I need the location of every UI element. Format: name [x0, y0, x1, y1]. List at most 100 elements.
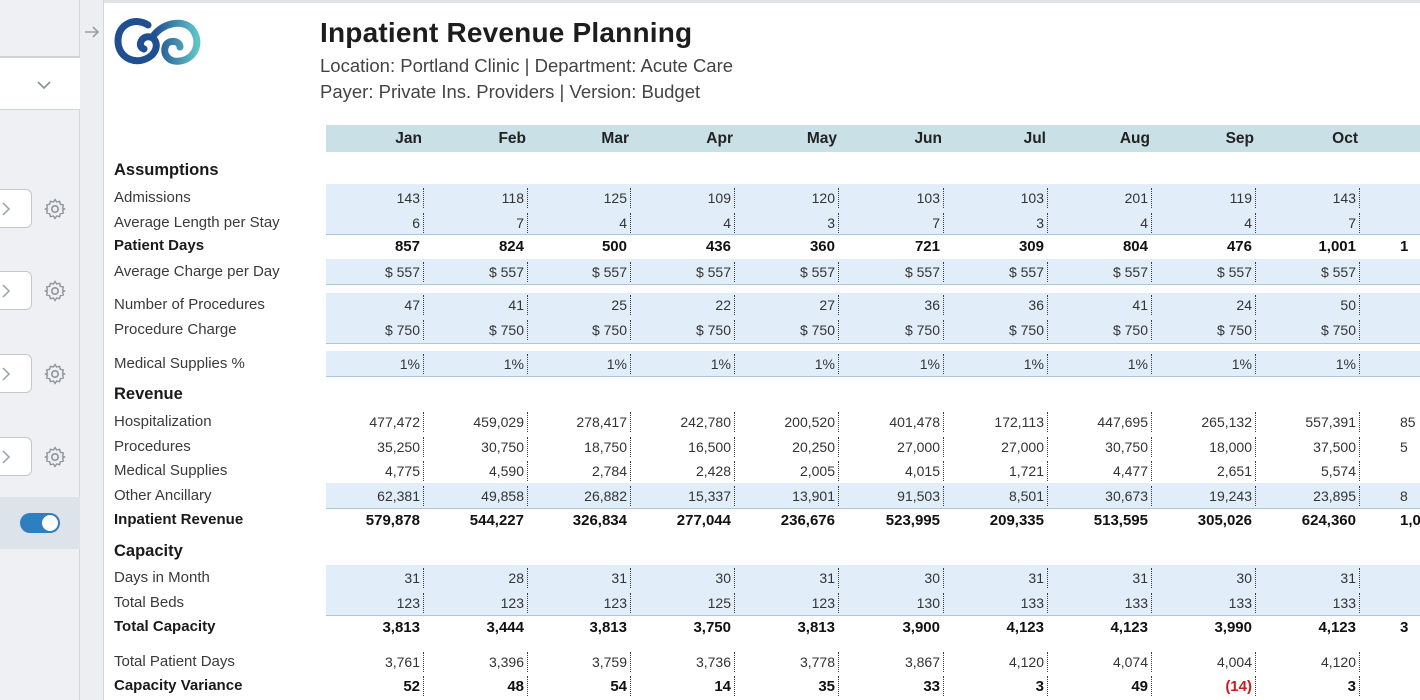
cell-total-beds-jul[interactable]: 133: [1020, 595, 1044, 611]
cell-admissions-jan[interactable]: 143: [396, 190, 420, 206]
cell-num-procedures-oct[interactable]: 50: [1340, 297, 1356, 313]
cell-avg-los-feb[interactable]: 7: [516, 215, 524, 231]
cell-avg-los-sep[interactable]: 4: [1244, 215, 1252, 231]
cell-avg-los-mar[interactable]: 4: [619, 215, 627, 231]
cell-days-in-month-jul[interactable]: 31: [1028, 570, 1044, 586]
cell-admissions-jun[interactable]: 103: [916, 190, 940, 206]
cell-avg-los-apr[interactable]: 4: [723, 215, 731, 231]
cell-days-in-month-sep[interactable]: 30: [1236, 570, 1252, 586]
gear-icon[interactable]: [43, 279, 67, 303]
cell-med-supplies-pct-jan[interactable]: 1%: [399, 356, 420, 372]
cell-other-ancillary-oct[interactable]: 23,895: [1313, 488, 1356, 504]
cell-med-supplies-pct-mar[interactable]: 1%: [606, 356, 627, 372]
cell-avg-los-jun[interactable]: 7: [932, 215, 940, 231]
expand-rail[interactable]: [80, 0, 104, 700]
cell-total-beds-sep[interactable]: 133: [1228, 595, 1252, 611]
cell-avg-charge-apr[interactable]: $ 557: [695, 264, 731, 280]
gear-icon[interactable]: [43, 445, 67, 469]
cell-num-procedures-sep[interactable]: 24: [1236, 297, 1252, 313]
gear-icon[interactable]: [43, 197, 67, 221]
cell-avg-los-aug[interactable]: 4: [1140, 215, 1148, 231]
cell-num-procedures-jun[interactable]: 36: [924, 297, 940, 313]
cell-days-in-month-feb[interactable]: 28: [508, 570, 524, 586]
cell-med-supplies-pct-sep[interactable]: 1%: [1231, 356, 1252, 372]
cell-admissions-may[interactable]: 120: [811, 190, 835, 206]
cell-days-in-month-aug[interactable]: 31: [1132, 570, 1148, 586]
cell-admissions-mar[interactable]: 125: [603, 190, 627, 206]
cell-other-ancillary-sep[interactable]: 19,243: [1209, 488, 1252, 504]
cell-other-ancillary-jul[interactable]: 8,501: [1008, 488, 1044, 504]
cell-admissions-apr[interactable]: 109: [707, 190, 731, 206]
cell-med-supplies-pct-may[interactable]: 1%: [814, 356, 835, 372]
cell-procedure-charge-mar[interactable]: $ 750: [591, 322, 627, 338]
cell-other-ancillary-mar[interactable]: 26,882: [584, 488, 627, 504]
cell-total-beds-mar[interactable]: 123: [603, 595, 627, 611]
cell-avg-charge-jun[interactable]: $ 557: [904, 264, 940, 280]
cell-avg-charge-jan[interactable]: $ 557: [384, 264, 420, 280]
cell-admissions-sep[interactable]: 119: [1229, 190, 1252, 206]
cell-avg-los-jul[interactable]: 3: [1036, 215, 1044, 231]
cell-num-procedures-feb[interactable]: 41: [508, 297, 524, 313]
cell-med-supplies-pct-jul[interactable]: 1%: [1023, 356, 1044, 372]
cell-avg-charge-mar[interactable]: $ 557: [591, 264, 627, 280]
cell-total-beds-aug[interactable]: 133: [1124, 595, 1148, 611]
cell-procedure-charge-sep[interactable]: $ 750: [1216, 322, 1252, 338]
cell-avg-los-may[interactable]: 3: [827, 215, 835, 231]
cell-avg-charge-oct[interactable]: $ 557: [1320, 264, 1356, 280]
cell-admissions-aug[interactable]: 201: [1124, 190, 1148, 206]
cell-procedure-charge-may[interactable]: $ 750: [799, 322, 835, 338]
gear-icon[interactable]: [43, 362, 67, 386]
cell-procedure-charge-jan[interactable]: $ 750: [384, 322, 420, 338]
cell-avg-los-jan[interactable]: 6: [412, 215, 420, 231]
cell-admissions-jul[interactable]: 103: [1020, 190, 1044, 206]
cell-days-in-month-may[interactable]: 31: [819, 570, 835, 586]
cell-med-supplies-pct-feb[interactable]: 1%: [503, 356, 524, 372]
cell-procedure-charge-jun[interactable]: $ 750: [904, 322, 940, 338]
filter-input-2[interactable]: [0, 271, 32, 310]
cell-other-ancillary-jun[interactable]: 91,503: [897, 488, 940, 504]
cell-procedure-charge-apr[interactable]: $ 750: [695, 322, 731, 338]
cell-total-beds-apr[interactable]: 125: [707, 595, 731, 611]
view-toggle[interactable]: [20, 513, 60, 533]
cell-other-ancillary-jan[interactable]: 62,381: [377, 488, 420, 504]
cell-admissions-oct[interactable]: 143: [1332, 190, 1356, 206]
cell-days-in-month-jun[interactable]: 30: [924, 570, 940, 586]
cell-other-ancillary-feb[interactable]: 49,858: [481, 488, 524, 504]
sidebar-dropdown[interactable]: [0, 57, 80, 110]
cell-total-beds-may[interactable]: 123: [811, 595, 835, 611]
cell-other-ancillary-apr[interactable]: 15,337: [688, 488, 731, 504]
cell-admissions-feb[interactable]: 118: [501, 190, 524, 206]
filter-input-1[interactable]: [0, 189, 32, 228]
cell-num-procedures-jul[interactable]: 36: [1028, 297, 1044, 313]
cell-med-supplies-pct-oct[interactable]: 1%: [1335, 356, 1356, 372]
cell-avg-charge-aug[interactable]: $ 557: [1112, 264, 1148, 280]
cell-total-beds-oct[interactable]: 133: [1332, 595, 1356, 611]
cell-other-ancillary-may[interactable]: 13,901: [792, 488, 835, 504]
cell-avg-charge-jul[interactable]: $ 557: [1008, 264, 1044, 280]
cell-procedure-charge-aug[interactable]: $ 750: [1112, 322, 1148, 338]
cell-total-beds-jan[interactable]: 123: [396, 595, 420, 611]
cell-med-supplies-pct-jun[interactable]: 1%: [919, 356, 940, 372]
cell-other-ancillary-aug[interactable]: 30,673: [1105, 488, 1148, 504]
cell-med-supplies-pct-apr[interactable]: 1%: [710, 356, 731, 372]
cell-avg-charge-may[interactable]: $ 557: [799, 264, 835, 280]
cell-avg-charge-feb[interactable]: $ 557: [488, 264, 524, 280]
cell-total-beds-jun[interactable]: 130: [916, 595, 940, 611]
cell-avg-charge-sep[interactable]: $ 557: [1216, 264, 1252, 280]
cell-days-in-month-apr[interactable]: 30: [715, 570, 731, 586]
cell-med-supplies-pct-aug[interactable]: 1%: [1127, 356, 1148, 372]
cell-days-in-month-oct[interactable]: 31: [1340, 570, 1356, 586]
cell-num-procedures-apr[interactable]: 22: [715, 297, 731, 313]
cell-procedure-charge-feb[interactable]: $ 750: [488, 322, 524, 338]
cell-num-procedures-jan[interactable]: 47: [404, 297, 420, 313]
cell-procedure-charge-oct[interactable]: $ 750: [1320, 322, 1356, 338]
cell-days-in-month-mar[interactable]: 31: [611, 570, 627, 586]
cell-procedure-charge-jul[interactable]: $ 750: [1008, 322, 1044, 338]
cell-num-procedures-aug[interactable]: 41: [1132, 297, 1148, 313]
cell-total-beds-feb[interactable]: 123: [500, 595, 524, 611]
cell-days-in-month-jan[interactable]: 31: [404, 570, 420, 586]
filter-input-4[interactable]: [0, 437, 32, 476]
filter-input-3[interactable]: [0, 354, 32, 393]
cell-num-procedures-mar[interactable]: 25: [611, 297, 627, 313]
cell-avg-los-oct[interactable]: 7: [1348, 215, 1356, 231]
